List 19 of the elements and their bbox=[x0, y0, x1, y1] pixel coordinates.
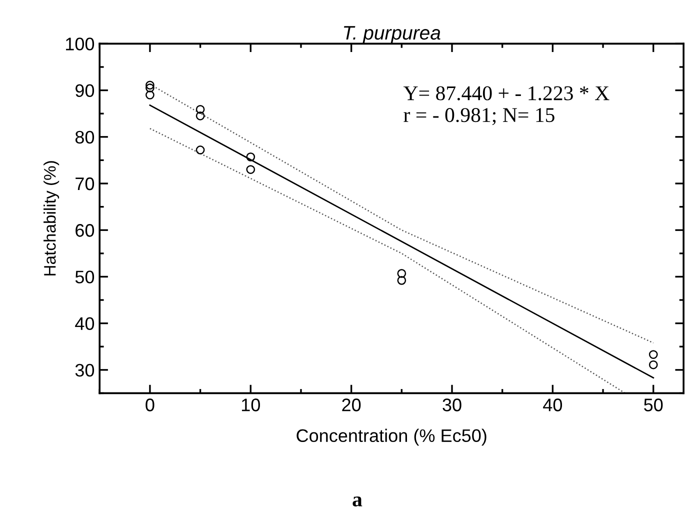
annotation: Y= 87.440 + - 1.223 * X r = - 0.981; N= 15 bbox=[404, 86, 610, 126]
y-tick-label: 60 bbox=[76, 224, 94, 237]
y-tick-label: 30 bbox=[75, 364, 94, 377]
x-tick-label: 40 bbox=[543, 398, 562, 412]
y-tick-label: 100 bbox=[66, 38, 94, 50]
y-axis-title: Hatchability (%) bbox=[44, 161, 60, 276]
chart-title: T. purpurea bbox=[344, 26, 440, 44]
text: a bbox=[352, 496, 362, 506]
y-tick-label: 90 bbox=[76, 84, 94, 98]
x-tick-label: 0 bbox=[146, 398, 154, 412]
x-tick-label: 10 bbox=[242, 398, 260, 412]
x-tick-label: 30 bbox=[442, 398, 462, 412]
y-tick-label: 70 bbox=[76, 177, 94, 190]
y-tick-label: 50 bbox=[75, 270, 94, 284]
x-axis-title: Concentration (% Ec50) bbox=[296, 428, 486, 446]
y-tick-label: 40 bbox=[75, 317, 94, 330]
y-tick-label: 80 bbox=[75, 130, 94, 144]
x-tick-label: 50 bbox=[644, 398, 663, 412]
x-tick-label: 20 bbox=[342, 398, 361, 412]
